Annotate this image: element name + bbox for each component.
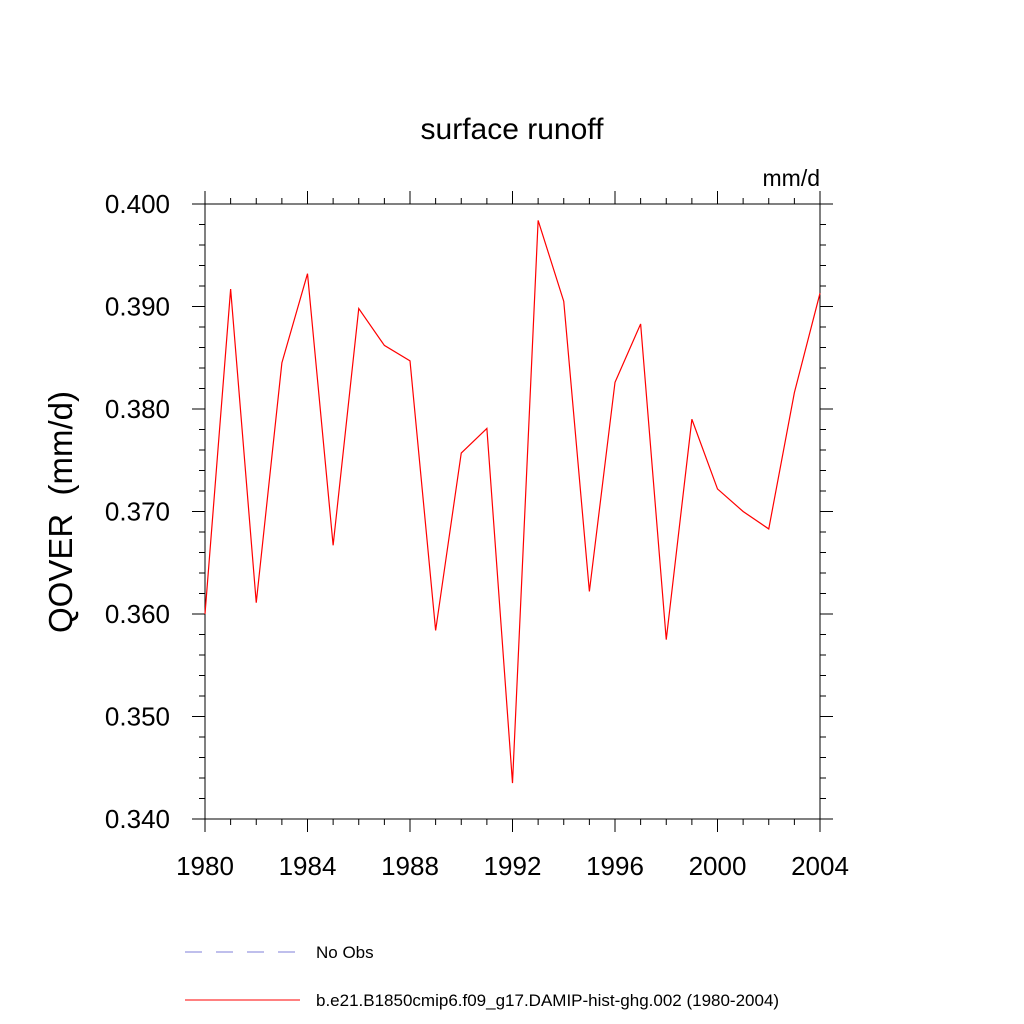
y-tick-label: 0.390	[105, 292, 170, 322]
units-label: mm/d	[763, 165, 821, 191]
axis-tick-labels: 1980 1984 1988 1992 1996 2000 2004 0.340 0.350 0.…	[105, 189, 849, 881]
data-point	[589, 591, 590, 592]
y-tick-label: 0.360	[105, 599, 170, 629]
data-point	[307, 273, 308, 274]
data-point	[640, 323, 641, 324]
legend-label-model-run: b.e21.B1850cmip6.f09_g17.DAMIP-hist-ghg.…	[316, 991, 779, 1010]
y-tick-label: 0.350	[105, 702, 170, 732]
x-tick-label: 1992	[484, 851, 542, 881]
x-tick-label: 2004	[791, 851, 849, 881]
y-tick-label: 0.370	[105, 497, 170, 527]
data-point	[281, 362, 282, 363]
series-line	[204, 220, 821, 784]
data-point	[333, 545, 334, 546]
data-point	[409, 360, 410, 361]
series-group	[204, 220, 821, 784]
data-point	[384, 345, 385, 346]
y-tick-label: 0.400	[105, 189, 170, 219]
data-point	[512, 783, 513, 784]
y-tick-label: 0.340	[105, 804, 170, 834]
axis-ticks	[192, 191, 833, 832]
data-point	[486, 428, 487, 429]
chart-title: surface runoff	[421, 113, 605, 146]
x-tick-label: 1996	[586, 851, 644, 881]
data-point	[435, 630, 436, 631]
data-point	[614, 382, 615, 383]
plot-frame	[204, 203, 821, 820]
data-point	[717, 488, 718, 489]
data-point	[563, 301, 564, 302]
x-tick-label: 1988	[381, 851, 439, 881]
data-point	[666, 639, 667, 640]
y-tick-label: 0.380	[105, 394, 170, 424]
data-point	[768, 528, 769, 529]
data-point	[743, 511, 744, 512]
legend-label-no-obs: No Obs	[316, 943, 374, 962]
data-point	[256, 602, 257, 603]
y-axis-label: QOVER (mm/d)	[42, 391, 79, 633]
data-point	[358, 308, 359, 309]
data-point	[204, 613, 205, 614]
legend: No Obs b.e21.B1850cmip6.f09_g17.DAMIP-hi…	[185, 943, 779, 1010]
data-point	[538, 220, 539, 221]
x-tick-label: 1984	[279, 851, 337, 881]
data-point	[691, 419, 692, 420]
x-tick-label: 2000	[689, 851, 747, 881]
data-point	[230, 288, 231, 289]
data-point	[461, 452, 462, 453]
x-tick-label: 1980	[176, 851, 234, 881]
data-point	[794, 392, 795, 393]
data-point	[819, 293, 820, 294]
